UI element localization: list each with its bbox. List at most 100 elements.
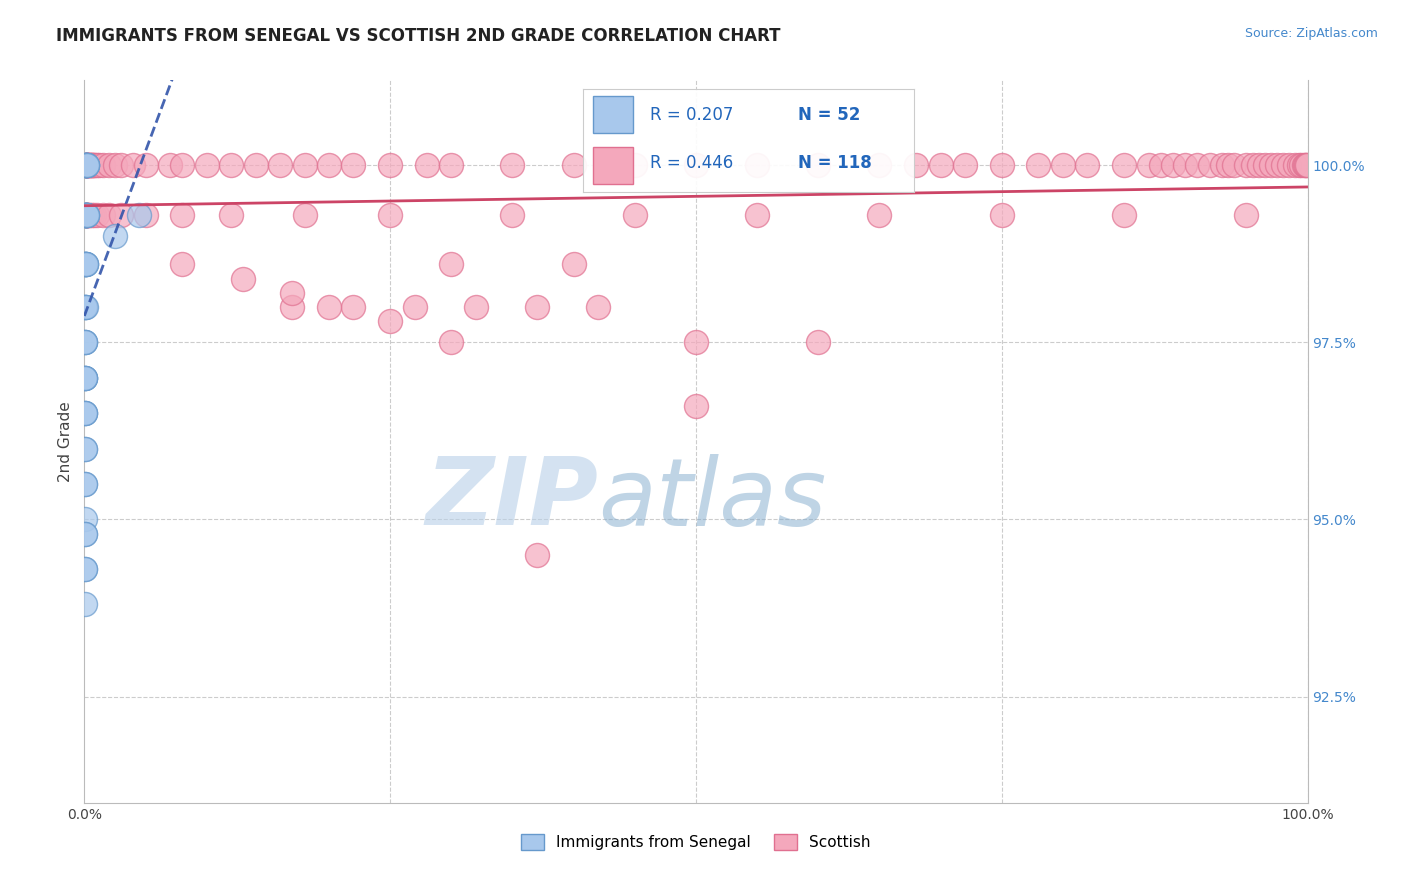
- Point: [75, 406, 97, 420]
- Point: [77, 158, 100, 172]
- Point: [75, 371, 97, 385]
- Point: [73, 208, 96, 222]
- Point: [73, 526, 96, 541]
- Point: [73, 257, 96, 271]
- Point: [502, 208, 524, 222]
- Point: [440, 158, 463, 172]
- Point: [75, 300, 97, 314]
- Point: [404, 300, 426, 314]
- Point: [624, 158, 647, 172]
- Point: [1114, 158, 1136, 172]
- Point: [80, 208, 103, 222]
- Point: [75, 208, 97, 222]
- Point: [75, 158, 97, 172]
- Point: [685, 399, 707, 413]
- Point: [1272, 158, 1295, 172]
- Point: [342, 300, 364, 314]
- Point: [1198, 158, 1220, 172]
- Point: [219, 158, 242, 172]
- Point: [76, 208, 98, 222]
- Point: [76, 158, 98, 172]
- Point: [80, 158, 103, 172]
- Point: [75, 208, 97, 222]
- Point: [75, 158, 97, 172]
- Point: [75, 257, 97, 271]
- Point: [75, 257, 97, 271]
- Point: [73, 477, 96, 491]
- Point: [76, 158, 98, 172]
- Text: atlas: atlas: [598, 454, 827, 545]
- Point: [87, 158, 110, 172]
- Point: [245, 158, 267, 172]
- Point: [75, 158, 97, 172]
- Point: [73, 371, 96, 385]
- Point: [1241, 158, 1264, 172]
- Point: [75, 208, 97, 222]
- Point: [104, 229, 127, 244]
- Point: [929, 158, 952, 172]
- Point: [1288, 158, 1310, 172]
- Text: N = 52: N = 52: [799, 106, 860, 124]
- Point: [318, 300, 340, 314]
- Point: [195, 158, 218, 172]
- Point: [84, 158, 107, 172]
- Point: [586, 300, 609, 314]
- Point: [294, 208, 316, 222]
- Point: [1174, 158, 1197, 172]
- Point: [76, 158, 98, 172]
- Point: [1236, 158, 1258, 172]
- Point: [1137, 158, 1160, 172]
- Point: [416, 158, 439, 172]
- Point: [75, 477, 97, 491]
- Point: [76, 158, 98, 172]
- Point: [80, 158, 103, 172]
- Text: Source: ZipAtlas.com: Source: ZipAtlas.com: [1244, 27, 1378, 40]
- Point: [86, 158, 108, 172]
- Point: [75, 158, 97, 172]
- Point: [79, 208, 101, 222]
- Point: [1076, 158, 1098, 172]
- Point: [172, 208, 194, 222]
- Point: [75, 371, 97, 385]
- Point: [219, 208, 242, 222]
- Point: [991, 158, 1014, 172]
- Point: [1187, 158, 1209, 172]
- Point: [281, 300, 304, 314]
- Point: [526, 548, 548, 562]
- Point: [747, 208, 769, 222]
- Point: [807, 335, 830, 350]
- Point: [1247, 158, 1270, 172]
- Text: R = 0.207: R = 0.207: [650, 106, 733, 124]
- Point: [380, 314, 402, 328]
- Point: [75, 300, 97, 314]
- Point: [76, 158, 98, 172]
- Point: [1161, 158, 1184, 172]
- Point: [75, 208, 97, 222]
- Point: [75, 208, 97, 222]
- Point: [75, 526, 97, 541]
- Text: ZIP: ZIP: [425, 453, 598, 545]
- Point: [110, 208, 132, 222]
- Point: [79, 158, 101, 172]
- Point: [440, 257, 463, 271]
- Point: [1236, 208, 1258, 222]
- Point: [73, 598, 96, 612]
- Y-axis label: 2nd Grade: 2nd Grade: [58, 401, 73, 482]
- Point: [1265, 158, 1288, 172]
- Point: [75, 442, 97, 456]
- Point: [464, 300, 486, 314]
- Point: [75, 257, 97, 271]
- Point: [318, 158, 340, 172]
- Point: [1223, 158, 1246, 172]
- Text: R = 0.446: R = 0.446: [650, 154, 733, 172]
- Point: [869, 158, 891, 172]
- Point: [807, 158, 830, 172]
- Point: [1211, 158, 1233, 172]
- Point: [75, 257, 97, 271]
- Point: [281, 285, 304, 300]
- Point: [75, 300, 97, 314]
- Point: [685, 158, 707, 172]
- Point: [75, 562, 97, 576]
- Point: [75, 158, 97, 172]
- Point: [77, 208, 100, 222]
